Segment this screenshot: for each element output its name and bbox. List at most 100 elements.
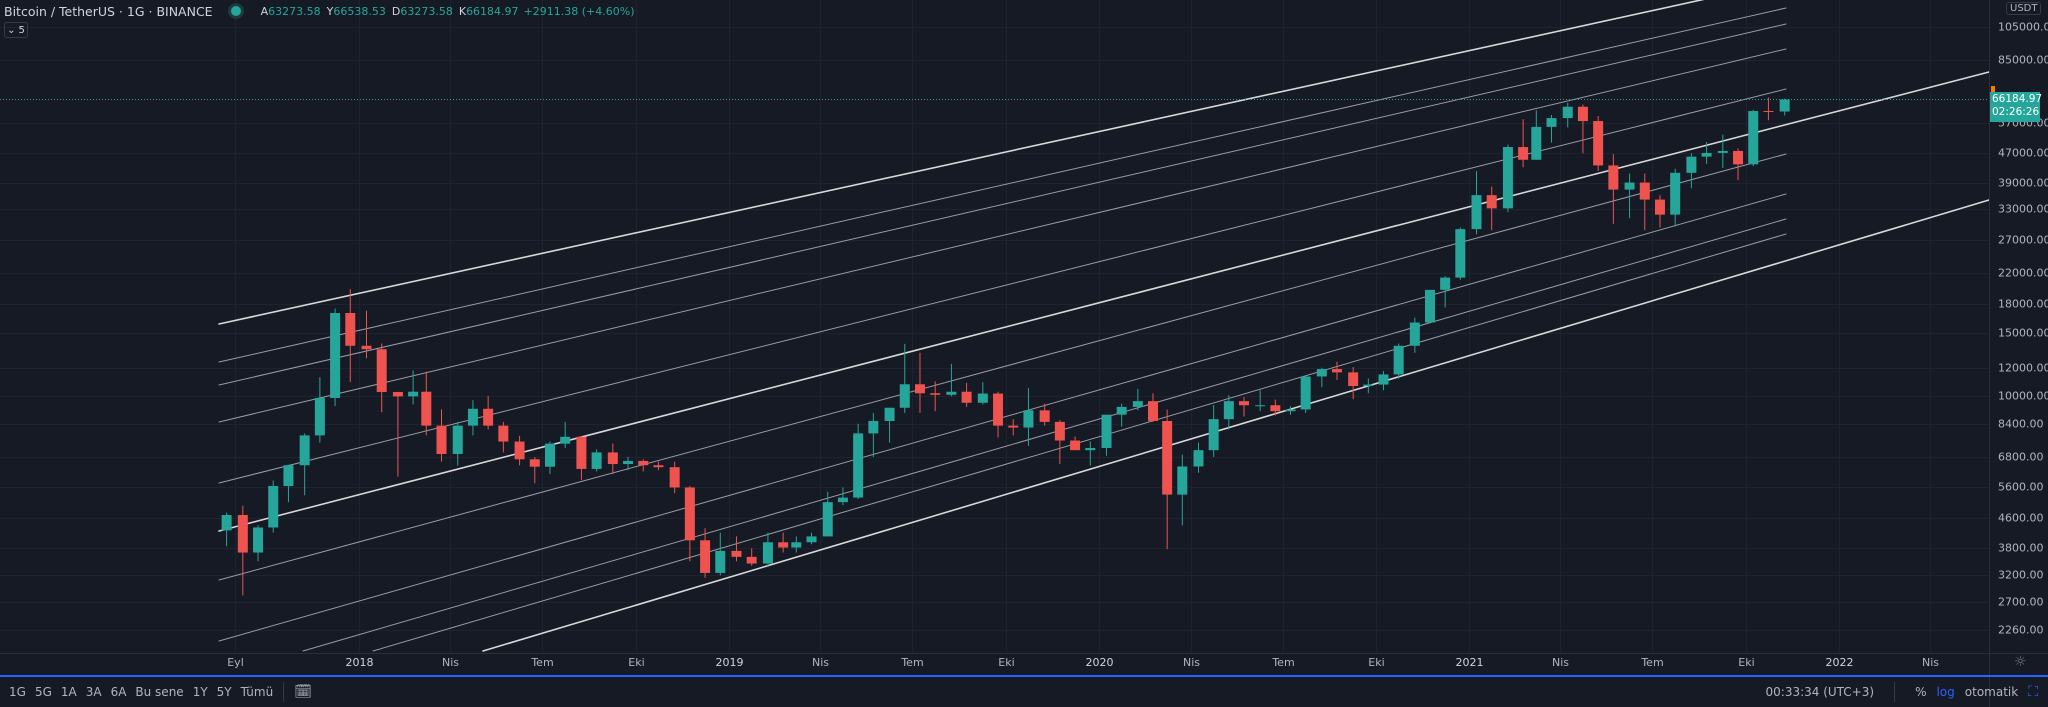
candle: [1686, 153, 1697, 189]
candle: [791, 536, 802, 553]
candle: [314, 377, 325, 443]
log-scale-toggle[interactable]: log: [1936, 685, 1955, 699]
candle-body: [1717, 150, 1728, 153]
candle-body: [1393, 345, 1404, 375]
settings-gear-icon[interactable]: ☼: [2014, 654, 2027, 670]
candle-body: [791, 542, 802, 548]
candle-body: [1748, 111, 1759, 165]
candle-body: [1577, 106, 1588, 122]
open-value: 63273.58: [268, 4, 321, 18]
candle-body: [1624, 182, 1635, 190]
candle-body: [314, 397, 325, 436]
symbol-title[interactable]: Bitcoin / TetherUS · 1G · BINANCE: [4, 3, 213, 19]
candle: [1316, 367, 1327, 388]
candle: [977, 382, 988, 405]
candle: [1624, 173, 1635, 219]
candle-body: [1255, 405, 1266, 407]
low-value: 63273.58: [400, 4, 453, 18]
candle: [930, 381, 941, 412]
currency-unit[interactable]: USDT: [2006, 2, 2042, 15]
price-tick-label: 27000.00: [1998, 233, 2048, 247]
candle: [361, 310, 372, 359]
fan-line[interactable]: [302, 218, 1787, 652]
period-all[interactable]: Tümü: [240, 685, 274, 699]
candle: [1008, 419, 1019, 436]
legend-header: Bitcoin / TetherUS · 1G · BINANCE A 63273…: [4, 2, 635, 20]
candle: [268, 480, 279, 533]
percent-scale-toggle[interactable]: %: [1915, 685, 1927, 699]
period-3a[interactable]: 3A: [85, 685, 102, 699]
period-1g[interactable]: 1G: [9, 685, 26, 699]
candle-body: [514, 441, 525, 460]
candle-body: [653, 465, 664, 468]
candles: [221, 97, 1790, 596]
candle-body: [1608, 165, 1619, 190]
time-tick-label: Nis: [1551, 656, 1570, 669]
price-tick-label: 10000.00: [1998, 389, 2048, 403]
candle: [421, 371, 432, 436]
fan-line[interactable]: [218, 48, 1787, 423]
candle-body: [283, 465, 294, 487]
clock[interactable]: 00:33:34 (UTC+3): [1765, 685, 1875, 699]
candle-body: [993, 393, 1004, 426]
panel-divider: [0, 675, 2048, 677]
price-tick-label: 2260.00: [1998, 623, 2044, 637]
candle-body: [1518, 147, 1529, 160]
period-5g[interactable]: 5G: [34, 685, 52, 699]
candle: [899, 343, 910, 413]
candle-body: [268, 486, 279, 528]
candle-body: [483, 408, 494, 426]
auto-scale-toggle[interactable]: otomatik: [1964, 685, 2019, 699]
candle-body: [253, 527, 264, 553]
candle-body: [345, 313, 356, 346]
time-tick-label: 2020: [1085, 656, 1114, 669]
period-1a[interactable]: 1A: [60, 685, 77, 699]
candle-body: [452, 425, 463, 454]
candle-body: [884, 407, 895, 421]
candle: [1238, 397, 1249, 417]
fan-line[interactable]: [218, 0, 1989, 325]
candle: [623, 456, 634, 471]
candle: [1471, 171, 1482, 235]
candle-body: [806, 536, 817, 543]
candle-body: [1054, 421, 1065, 441]
trend-fan-drawing[interactable]: [218, 0, 1990, 652]
candle-body: [1686, 156, 1697, 173]
go-to-date-calendar-icon[interactable]: 🗓: [294, 684, 312, 700]
candle: [1132, 388, 1143, 411]
candle: [1070, 436, 1081, 451]
candle: [1193, 442, 1204, 473]
fan-line[interactable]: [218, 7, 1787, 363]
price-tick-label: 3800.00: [1998, 541, 2044, 555]
candle-body: [1193, 450, 1204, 467]
candle: [1733, 148, 1744, 181]
fan-line[interactable]: [218, 23, 1787, 386]
candle: [483, 396, 494, 430]
candle-body: [868, 420, 879, 434]
candle: [822, 491, 833, 537]
last-price: 66184.97: [1992, 92, 2043, 105]
candle: [914, 352, 925, 413]
fullscreen-icon[interactable]: ⛶: [2028, 684, 2038, 700]
candle-body: [299, 435, 310, 466]
collapse-indicators-button[interactable]: ⌄ 5: [4, 22, 28, 38]
candle-body: [1562, 106, 1573, 119]
fan-line[interactable]: [218, 153, 1787, 581]
candle-body: [853, 433, 864, 498]
candle: [514, 435, 525, 466]
candle: [1701, 141, 1712, 164]
period-1y[interactable]: 1Y: [192, 685, 208, 699]
period-6a[interactable]: 6A: [110, 685, 127, 699]
time-tick-label: Tem: [1641, 656, 1664, 669]
candle: [1502, 144, 1513, 213]
period-ytd[interactable]: Bu sene: [135, 685, 184, 699]
candle: [376, 343, 387, 413]
period-5y[interactable]: 5Y: [216, 685, 232, 699]
candle-body: [1300, 376, 1311, 410]
fan-line[interactable]: [482, 199, 1990, 652]
fan-line[interactable]: [218, 71, 1990, 532]
candle: [498, 421, 509, 453]
candle-body: [899, 384, 910, 408]
candle: [746, 548, 757, 566]
